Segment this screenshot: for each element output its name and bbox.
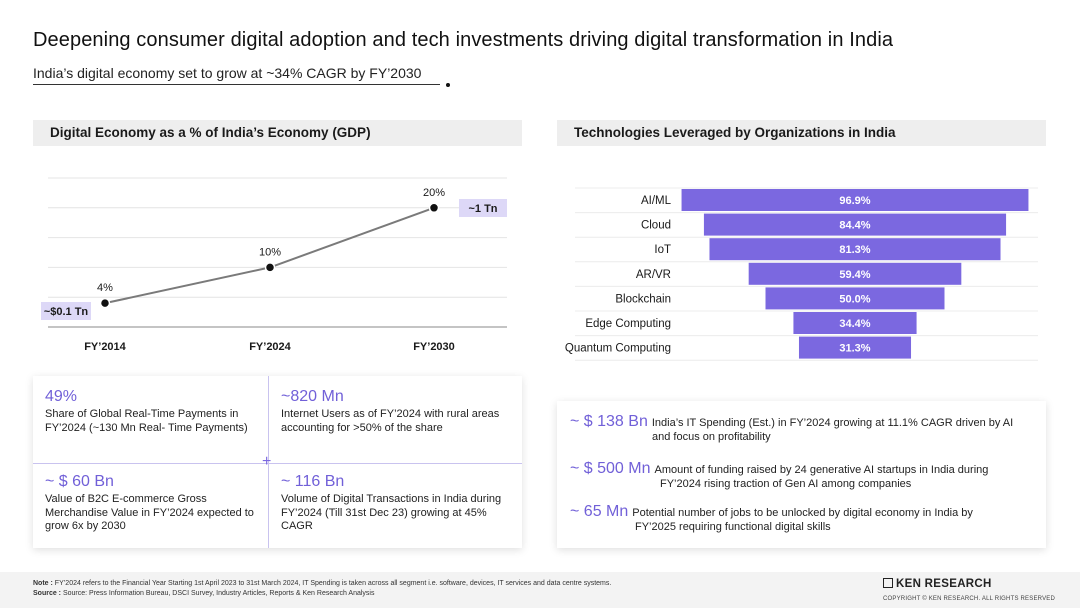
bar-value-label: 34.4%	[839, 318, 870, 330]
category-label: Quantum Computing	[565, 343, 671, 355]
bar-value-label: 31.3%	[839, 343, 870, 355]
data-point	[99, 297, 111, 309]
technologies-funnel-chart: AI/ML Cloud IoT AR/VR Blockchain Edge Computi…	[565, 187, 1038, 361]
stats-divider-vertical	[268, 376, 269, 548]
stat-value: ~ $ 60 Bn	[45, 473, 114, 490]
stat-description: Internet Users as of FY’2024 with rural …	[281, 408, 500, 434]
data-point	[428, 202, 440, 214]
fact-line-1: Potential number of jobs to be unlocked …	[632, 507, 973, 519]
stat-real-time-payments: 49% Share of Global Real-Time Payments i…	[45, 388, 270, 435]
stat-description: Share of Global Real-Time Payments in FY…	[45, 408, 248, 434]
fact-genai-funding: ~ $ 500 Mn Amount of funding raised by 24…	[570, 460, 1040, 492]
bar-value-label: 96.9%	[839, 195, 870, 207]
footer-source: Source : Source: Press Information Burea…	[33, 590, 374, 597]
source-label: Source :	[33, 590, 62, 597]
stat-internet-users: ~820 Mn Internet Users as of FY’2024 wit…	[281, 388, 506, 435]
x-tick-label: FY’2014	[84, 341, 126, 353]
category-label: AI/ML	[641, 195, 672, 207]
bar	[748, 262, 962, 285]
stats-card: + 49% Share of Global Real-Time Payments…	[33, 376, 522, 548]
fact-line-2: FY’2024 rising traction of Gen AI among …	[660, 478, 912, 490]
footer	[0, 572, 1080, 608]
brand-name: KEN RESEARCH	[896, 578, 992, 590]
bar-value-label: 81.3%	[839, 244, 870, 256]
end-annotation-text: ~1 Tn	[468, 203, 497, 215]
bar	[703, 213, 1007, 236]
fact-value: ~ $ 138 Bn	[570, 413, 648, 430]
fact-line-2: and focus on profitability	[652, 431, 771, 443]
category-label: AR/VR	[636, 269, 671, 281]
stat-ecommerce-gmv: ~ $ 60 Bn Value of B2C E-commerce Gross …	[45, 473, 270, 534]
stat-description: Value of B2C E-commerce Gross Merchandis…	[45, 493, 254, 532]
bar	[709, 238, 1001, 261]
plus-icon: +	[262, 453, 272, 470]
stat-description: Volume of Digital Transactions in India …	[281, 493, 502, 532]
left-panel-heading: Digital Economy as a % of India’s Econom…	[33, 120, 522, 146]
page-title: Deepening consumer digital adoption and …	[33, 29, 894, 51]
stat-value: ~820 Mn	[281, 388, 344, 405]
subtitle-underline	[33, 84, 440, 85]
stat-digital-transactions: ~ 116 Bn Volume of Digital Transactions …	[281, 473, 506, 534]
stat-value: ~ 116 Bn	[281, 473, 345, 490]
stats-divider-horizontal	[33, 463, 522, 464]
fact-value: ~ $ 500 Mn	[570, 460, 651, 477]
stat-value: 49%	[45, 388, 78, 405]
end-annotation: ~1 Tn	[459, 199, 507, 217]
x-tick-label: FY’2030	[413, 341, 455, 353]
category-label: Cloud	[641, 220, 671, 232]
x-tick-label: FY’2024	[249, 341, 291, 353]
bar	[681, 189, 1029, 211]
start-annotation: ~$0.1 Tn	[41, 302, 91, 320]
bar	[793, 312, 917, 334]
bar-value-label: 50.0%	[839, 293, 870, 305]
brand-mark-icon	[883, 578, 893, 588]
bar	[765, 287, 945, 310]
footer-note: Note : FY’2024 refers to the Financial Y…	[33, 580, 611, 587]
category-label: Blockchain	[615, 293, 671, 305]
copyright-text: COPYRIGHT © KEN RESEARCH. ALL RIGHTS RES…	[883, 596, 1056, 602]
digital-economy-line-chart: 4%10%20% FY’2014 FY’2024 FY’2030 ~$0.1 Tn …	[41, 177, 507, 353]
right-panel-heading: Technologies Leveraged by Organizations …	[557, 120, 1046, 146]
category-label: Edge Computing	[585, 318, 671, 330]
fact-line-2: FY’2025 requiring functional digital ski…	[635, 521, 831, 533]
fact-it-spending: ~ $ 138 Bn India’s IT Spending (Est.) in …	[570, 413, 1040, 445]
bar-value-label: 84.4%	[839, 220, 870, 232]
brand-logo: KEN RESEARCH	[883, 578, 992, 590]
page-subtitle: India’s digital economy set to grow at ~…	[33, 65, 422, 81]
bar-value-label: 59.4%	[839, 269, 870, 281]
fact-jobs: ~ 65 Mn Potential number of jobs to be un…	[570, 503, 1040, 535]
category-label: IoT	[654, 244, 671, 256]
bar	[798, 336, 912, 359]
facts-card: ~ $ 138 Bn India’s IT Spending (Est.) in …	[557, 401, 1046, 548]
fact-line-1: Amount of funding raised by 24 generativ…	[654, 464, 989, 476]
data-label: 20%	[423, 187, 445, 199]
start-annotation-text: ~$0.1 Tn	[44, 306, 89, 318]
subtitle-dot	[446, 83, 450, 87]
data-label: 10%	[259, 246, 281, 258]
data-point	[264, 262, 276, 273]
fact-line-1: India’s IT Spending (Est.) in FY’2024 gr…	[651, 417, 1014, 429]
data-label: 4%	[97, 282, 113, 294]
source-text: Source: Press Information Bureau, DSCI S…	[62, 590, 375, 597]
note-label: Note :	[33, 580, 53, 587]
note-text: FY’2024 refers to the Financial Year Sta…	[54, 580, 612, 587]
fact-value: ~ 65 Mn	[570, 503, 629, 520]
